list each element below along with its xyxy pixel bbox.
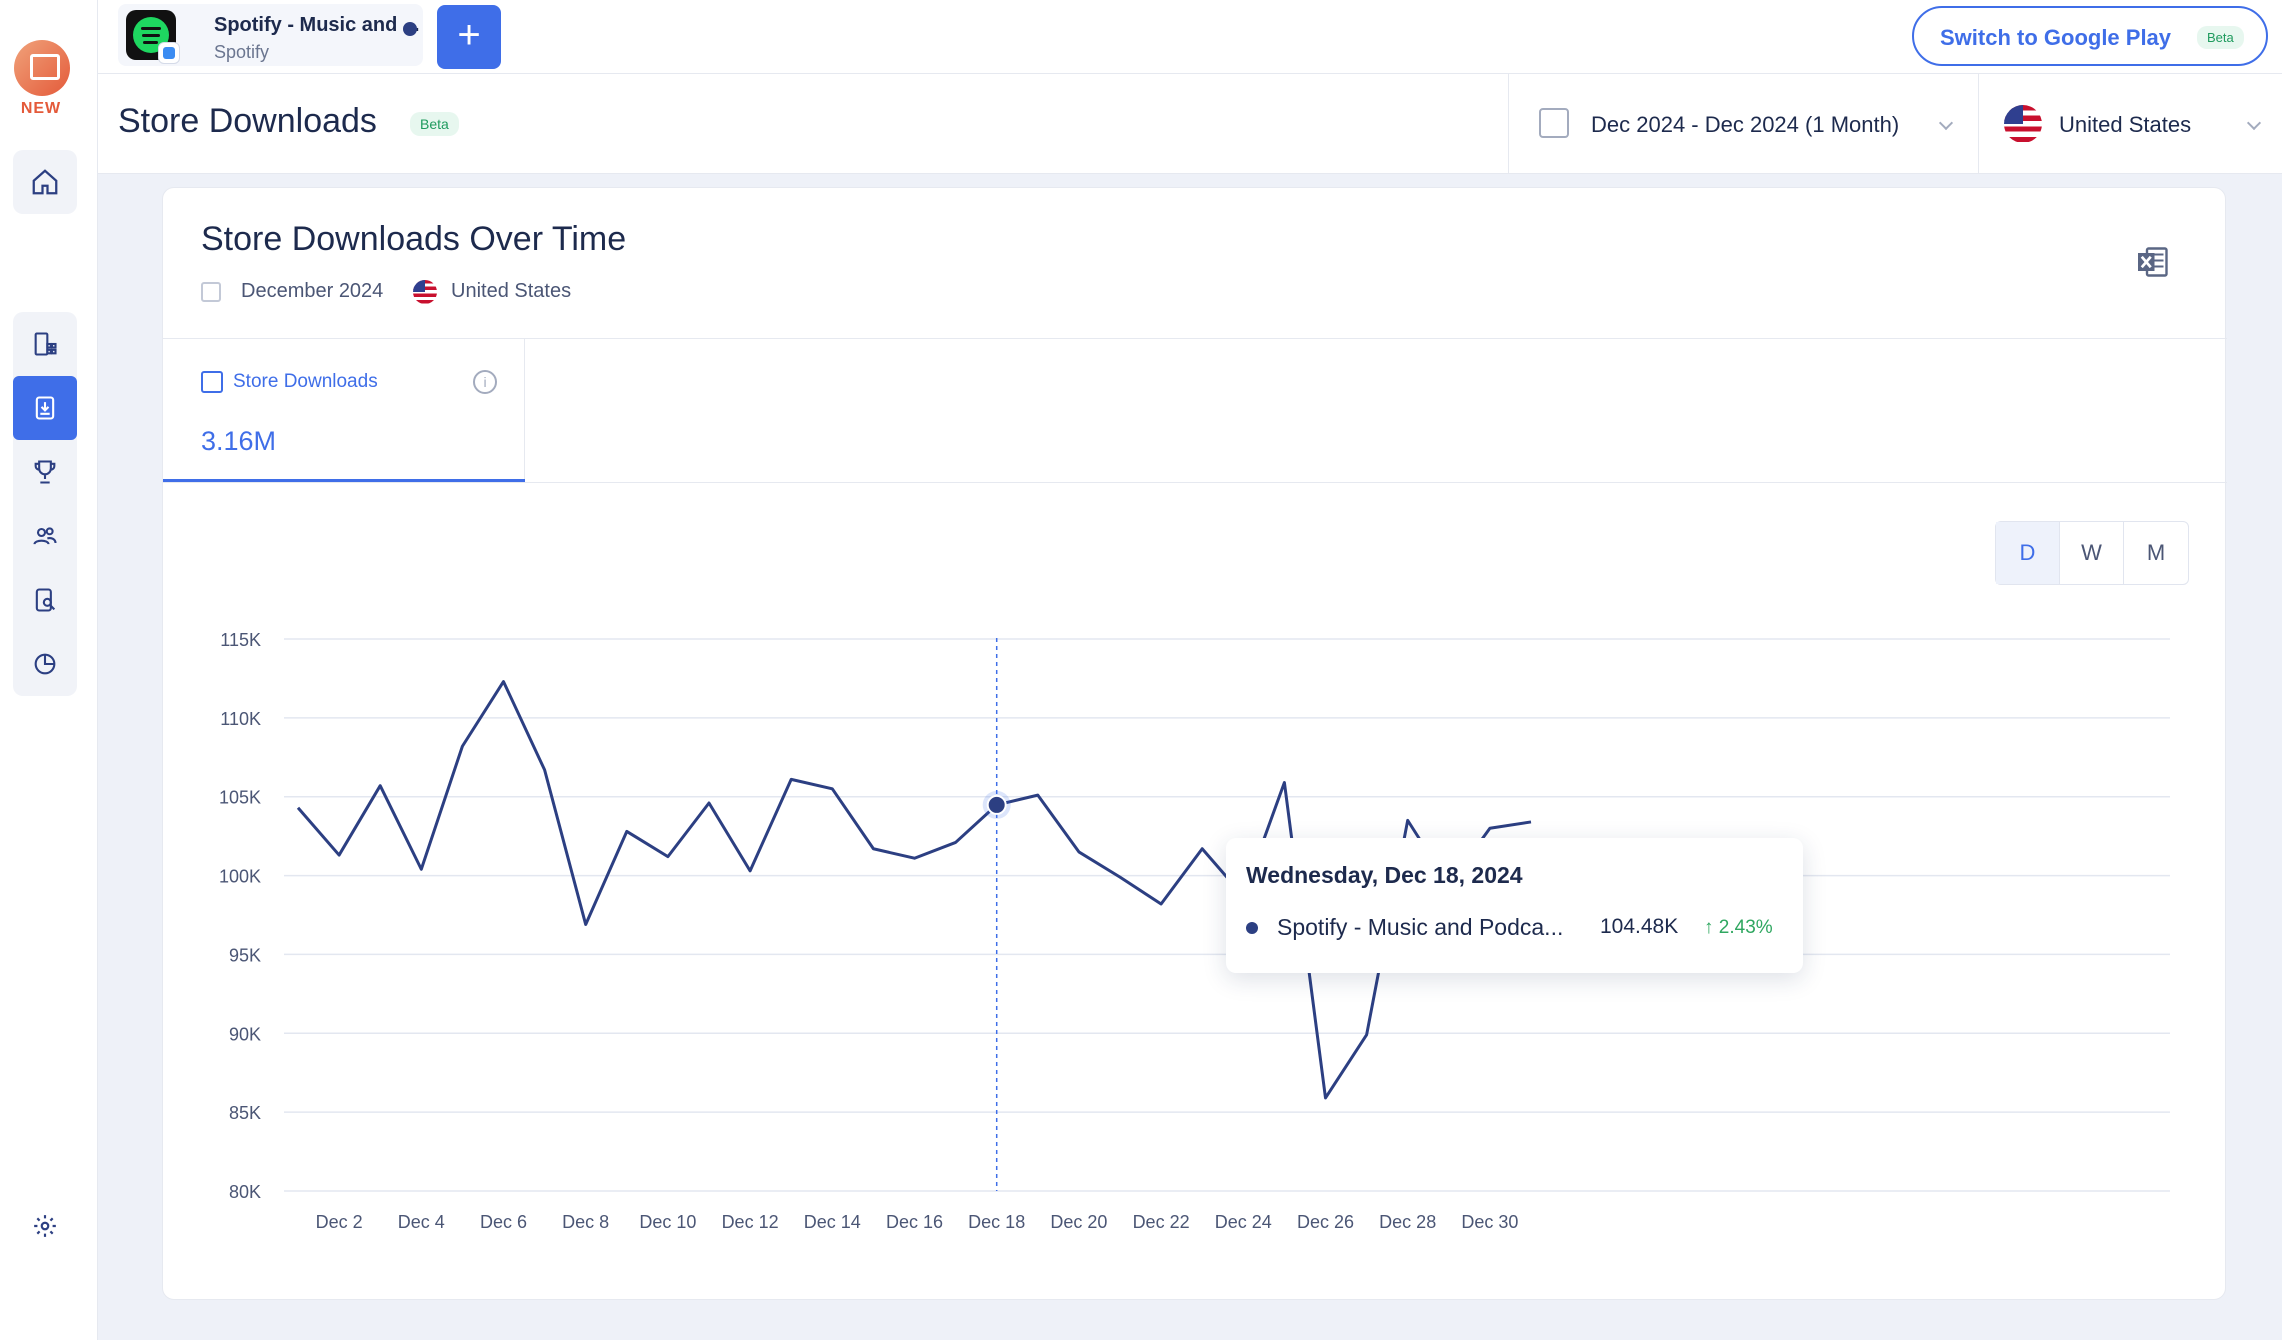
- left-rail: NEW: [0, 0, 98, 1340]
- trophy-icon: [34, 460, 56, 484]
- x-tick-label: Dec 14: [804, 1212, 861, 1232]
- x-tick-label: Dec 28: [1379, 1212, 1436, 1232]
- x-tick-label: Dec 30: [1461, 1212, 1518, 1232]
- x-tick-label: Dec 4: [398, 1212, 445, 1232]
- tooltip-change: ↑ 2.43%: [1704, 917, 1773, 938]
- tooltip-value: 104.48K: [1600, 915, 1679, 938]
- nav-item-app-search[interactable]: [13, 568, 77, 632]
- y-tick-label: 115K: [220, 630, 261, 650]
- page-header: Store Downloads Beta Dec 2024 - Dec 2024…: [98, 74, 2282, 174]
- switch-label: Switch to Google Play: [1940, 25, 2172, 50]
- divider: [163, 338, 2227, 339]
- nav-item-audience[interactable]: [13, 504, 77, 568]
- x-tick-label: Dec 10: [639, 1212, 696, 1232]
- chevron-down-icon: [1938, 115, 1954, 131]
- y-tick-label: 80K: [229, 1182, 261, 1202]
- add-app-button[interactable]: +: [437, 5, 501, 69]
- calendar-icon: [1539, 108, 1569, 138]
- home-icon: [32, 169, 58, 195]
- page-title: Store Downloads: [118, 102, 377, 140]
- country-picker[interactable]: United States: [1978, 74, 2282, 174]
- x-tick-label: Dec 12: [722, 1212, 779, 1232]
- card-country: United States: [451, 280, 572, 302]
- y-tick-label: 100K: [219, 867, 261, 887]
- tooltip-date: Wednesday, Dec 18, 2024: [1246, 862, 1523, 888]
- nav-item-downloads[interactable]: [13, 376, 77, 440]
- settings-button[interactable]: [13, 1194, 77, 1258]
- date-range-picker[interactable]: Dec 2024 - Dec 2024 (1 Month): [1508, 74, 1978, 174]
- nav-group: [13, 312, 77, 696]
- nav-item-market-share[interactable]: [13, 632, 77, 696]
- highlight-point: [986, 794, 1007, 815]
- divider: [163, 482, 2227, 483]
- app-search-icon: [35, 588, 56, 612]
- home-button[interactable]: [13, 150, 77, 214]
- x-tick-label: Dec 16: [886, 1212, 943, 1232]
- date-range-value: Dec 2024 - Dec 2024 (1 Month): [1591, 112, 1900, 137]
- app-store-badge-icon: [158, 42, 180, 64]
- tooltip-series-name: Spotify - Music and Podca...: [1277, 914, 1564, 940]
- calendar-icon: [201, 282, 221, 302]
- metric-tab-store-downloads[interactable]: Store Downloads i 3.16M: [163, 338, 525, 482]
- users-icon: [33, 527, 57, 545]
- y-tick-label: 110K: [220, 709, 261, 729]
- pie-chart-icon: [34, 653, 56, 675]
- x-tick-label: Dec 20: [1050, 1212, 1107, 1232]
- x-tick-label: Dec 26: [1297, 1212, 1354, 1232]
- period-toggle: D W M: [1995, 521, 2189, 585]
- new-badge: NEW: [20, 100, 62, 117]
- metric-value: 3.16M: [201, 426, 277, 456]
- x-tick-label: Dec 6: [480, 1212, 527, 1232]
- us-flag-icon: [413, 280, 437, 304]
- card-date: December 2024: [241, 280, 384, 302]
- download-icon: [35, 396, 55, 420]
- app-developer: Spotify: [214, 42, 270, 62]
- us-flag-icon: [2004, 105, 2042, 143]
- info-icon[interactable]: i: [473, 370, 497, 394]
- top-bar: Spotify - Music and ... Spotify + Switch…: [98, 0, 2282, 74]
- selected-app-chip[interactable]: Spotify - Music and ... Spotify: [118, 4, 423, 66]
- series-color-dot: [403, 22, 417, 36]
- excel-export-icon[interactable]: [2135, 244, 2171, 280]
- active-tab-underline: [163, 479, 525, 482]
- y-tick-label: 85K: [229, 1103, 261, 1123]
- product-logo-icon[interactable]: [14, 40, 70, 96]
- downloads-line-chart[interactable]: 80K 85K 90K 95K 100K 105K 110K 115K Dec 2 Dec 4 De…: [163, 188, 2227, 1301]
- y-tick-label: 95K: [229, 945, 261, 965]
- nav-item-rankings[interactable]: [13, 440, 77, 504]
- series-color-dot: [1246, 922, 1258, 934]
- downloads-card: Store Downloads Over Time December 2024 …: [162, 187, 2227, 1301]
- y-tick-label: 90K: [229, 1024, 261, 1044]
- nav-item-reports[interactable]: [13, 312, 77, 376]
- x-tick-label: Dec 18: [968, 1212, 1025, 1232]
- x-tick-label: Dec 24: [1215, 1212, 1272, 1232]
- period-month-button[interactable]: M: [2146, 540, 2166, 565]
- card-title: Store Downloads Over Time: [201, 220, 627, 258]
- country-value: United States: [2059, 112, 2192, 137]
- beta-badge: Beta: [410, 112, 459, 136]
- metric-label: Store Downloads: [233, 371, 378, 392]
- period-day-button[interactable]: D: [1996, 522, 2060, 584]
- period-week-button[interactable]: W: [2060, 522, 2124, 584]
- chart-tooltip: Wednesday, Dec 18, 2024 Spotify - Music …: [1226, 838, 1803, 973]
- gear-icon: [34, 1215, 56, 1237]
- beta-badge: Beta: [2197, 26, 2244, 49]
- x-tick-label: Dec 22: [1133, 1212, 1190, 1232]
- y-tick-label: 105K: [219, 788, 261, 808]
- grid-report-icon: [34, 332, 57, 356]
- x-tick-label: Dec 8: [562, 1212, 609, 1232]
- spotify-app-icon: [126, 10, 180, 64]
- chevron-down-icon: [2246, 115, 2262, 131]
- switch-to-google-play-button[interactable]: Switch to Google Play Beta: [1912, 6, 2268, 66]
- app-name: Spotify - Music and ...: [214, 14, 420, 36]
- x-tick-label: Dec 2: [316, 1212, 363, 1232]
- download-icon: [201, 371, 223, 393]
